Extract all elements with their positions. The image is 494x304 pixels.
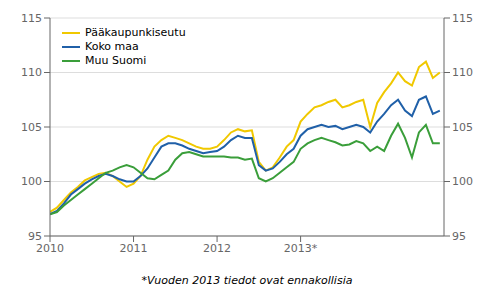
- svg-text:2013*: 2013*: [284, 242, 318, 255]
- svg-text:95: 95: [28, 230, 42, 243]
- svg-text:105: 105: [21, 121, 42, 134]
- svg-text:100: 100: [21, 175, 42, 188]
- svg-text:2011: 2011: [120, 242, 148, 255]
- svg-text:2010: 2010: [36, 242, 64, 255]
- html-text:Pääkaupunkiseutu: Pääkaupunkiseutu: [85, 26, 186, 39]
- svg-text:100: 100: [452, 175, 473, 188]
- svg-text:110: 110: [21, 66, 42, 79]
- svg-text:105: 105: [452, 121, 473, 134]
- html-text:*Vuoden 2013 tiedot ovat ennak: *Vuoden 2013 tiedot ovat ennakollisia: [141, 274, 353, 287]
- svg-text:115: 115: [21, 12, 42, 25]
- svg-text:115: 115: [452, 12, 473, 25]
- svg-text:2012: 2012: [203, 242, 231, 255]
- html-text:Muu Suomi: Muu Suomi: [85, 54, 147, 67]
- html-text:Koko maa: Koko maa: [85, 40, 139, 53]
- svg-text:95: 95: [452, 230, 466, 243]
- svg-text:110: 110: [452, 66, 473, 79]
